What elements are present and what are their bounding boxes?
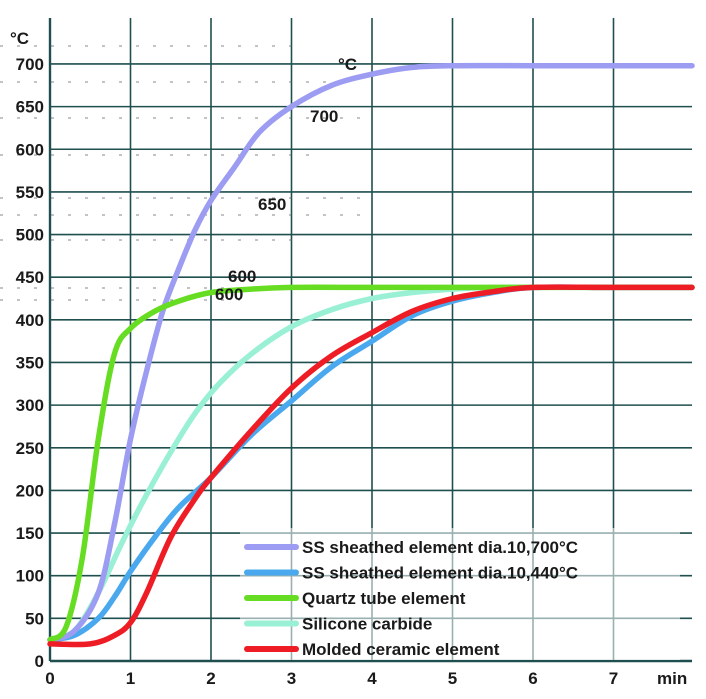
x-tick-label-1: 1 [126,669,135,688]
legend-box [240,528,680,660]
legend-label-3: Silicone carbide [302,615,432,634]
x-axis-unit: min [657,669,687,688]
y-tick-label-200: 200 [16,481,44,500]
x-tick-label-7: 7 [609,669,618,688]
y-tick-label-700: 700 [16,55,44,74]
y-tick-label-500: 500 [16,226,44,245]
series-line-0 [47,62,695,643]
x-tick-label-6: 6 [528,669,537,688]
y-tick-label-650: 650 [16,98,44,117]
x-tick-label-5: 5 [448,669,457,688]
series-line-4 [47,284,695,648]
y-tick-label-100: 100 [16,567,44,586]
series-lines [47,62,695,648]
y-axis-unit: °C [10,29,29,48]
y-tick-label-250: 250 [16,439,44,458]
x-tick-label-0: 0 [45,669,54,688]
y-tick-label-350: 350 [16,353,44,372]
overlay-label-600b: 600 [215,285,243,304]
legend: SS sheathed element dia.10,700°C SS sheat… [240,528,680,660]
legend-label-2: Quartz tube element [302,589,466,608]
legend-label-0: SS sheathed element dia.10,700°C [302,538,578,557]
legend-label-4: Molded ceramic element [302,640,500,659]
y-tick-label-50: 50 [25,609,44,628]
overlay-label-650: 650 [258,195,286,214]
y-tick-label-550: 550 [16,183,44,202]
y-tick-label-600: 600 [16,140,44,159]
x-tick-label-2: 2 [206,669,215,688]
y-axis-ticks: 0 50 100 150 200 250 300 350 400 450 500 550 600 650 7… [16,55,44,671]
x-axis-ticks: 0 1 2 3 4 5 6 7 [45,669,618,688]
y-tick-label-150: 150 [16,524,44,543]
overlay-scribbles [0,45,360,301]
overlay-label-700: 700 [310,107,338,126]
legend-label-1: SS sheathed element dia.10,440°C [302,564,578,583]
series-line-2 [47,284,695,643]
y-tick-label-400: 400 [16,311,44,330]
overlay-label-deg: °C [338,55,357,74]
x-tick-label-4: 4 [367,669,377,688]
overlay-label-600a: 600 [228,267,256,286]
x-tick-label-3: 3 [287,669,296,688]
y-tick-label-300: 300 [16,396,44,415]
y-tick-label-450: 450 [16,268,44,287]
y-tick-label-0: 0 [35,652,44,671]
